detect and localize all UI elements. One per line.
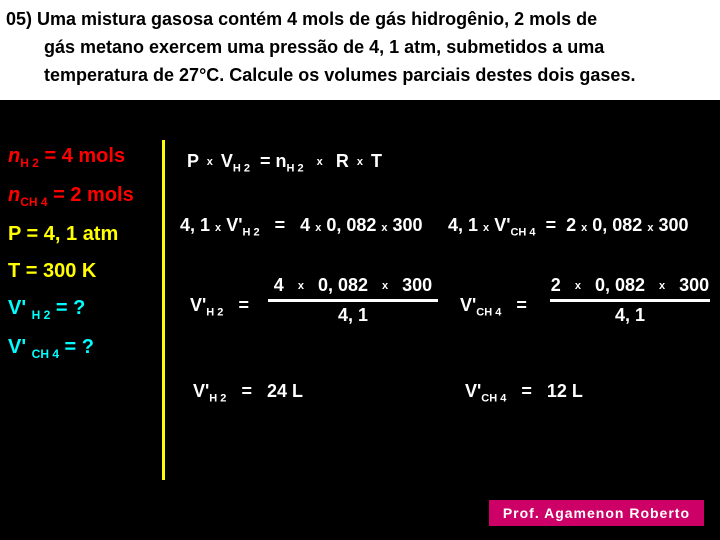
VCH4-sub: CH 4 [32,347,59,361]
given-P: P = 4, 1 atm [8,223,158,246]
VH2-sym: V' [8,297,32,319]
ar-sub: CH 4 [481,393,506,405]
val-41: 4, 1 [180,215,210,235]
given-nH2: nH 2 = 4 mols [8,145,158,170]
frac-left-den: 4, 1 [268,305,438,326]
problem-line-2: gás metano exercem uma pressão de 4, 1 a… [6,34,706,62]
fraction-left: 4 x 0, 082 x 300 4, 1 [268,275,438,326]
Vpr: V' [460,295,476,315]
nH2-sub: H 2 [20,156,39,170]
mul-icon: x [204,156,216,168]
mul-icon: x [581,222,587,234]
eq-H2: H 2 [233,163,250,175]
equals-icon: = [260,151,271,171]
n1: 4 [274,275,284,295]
equals-icon: = [516,295,527,315]
equals-icon: = [241,381,252,401]
fraction-right-lhs: V'CH 4 = [460,295,527,319]
eq-nH2: H 2 [287,163,304,175]
mul-icon: x [483,222,489,234]
rn2: 0, 082 [595,275,645,295]
Vp: V' [190,295,206,315]
n2: 0, 082 [318,275,368,295]
frac-right-num: 2 x 0, 082 x 300 [550,275,710,296]
ar-lhs: V' [465,381,481,401]
al-sub: H 2 [209,393,226,405]
given-T: T = 300 K [8,260,158,283]
answer-right: V'CH 4 = 12 L [458,378,590,408]
CH4s: CH 4 [476,307,501,319]
givens-panel: nH 2 = 4 mols nCH 4 = 2 mols P = 4, 1 at… [8,145,158,375]
mul-icon: x [647,222,653,234]
frac-bar [268,299,438,302]
eq-V: V [221,151,233,171]
substitution-left: 4, 1 x V'H 2 = 4 x 0, 082 x 300 [180,215,423,239]
mul-icon: x [294,280,308,292]
equals-icon: = [238,295,249,315]
problem-line-3: temperatura de 27°C. Calcule os volumes … [6,62,706,90]
n3: 300 [402,275,432,295]
val-41r: 4, 1 [448,215,478,235]
val-4: 4 [300,215,310,235]
val-Rr: 0, 082 [592,215,642,235]
eq-n: n [276,151,287,171]
nCH4-rhs: = 2 mols [53,184,134,206]
eq-P: P [187,151,199,171]
fraction-right: 2 x 0, 082 x 300 4, 1 [550,275,710,326]
frac-right-den: 4, 1 [550,305,710,326]
rn1: 2 [551,275,561,295]
mul-icon: x [378,280,392,292]
mul-icon3: x [354,156,366,168]
val-300: 300 [393,215,423,235]
answer-left: V'H 2 = 24 L [186,378,310,408]
H2-sub: H 2 [242,227,259,239]
nH2-rhs: = 4 mols [44,145,125,167]
VH2-sub: H 2 [32,308,51,322]
ar-val: 12 L [547,381,583,401]
author-badge: Prof. Agamenon Roberto [489,500,704,526]
rn3: 300 [679,275,709,295]
n-symbol: n [8,145,20,167]
divider-line [162,140,165,480]
problem-line-1: 05) Uma mistura gasosa contém 4 mols de … [6,6,706,34]
frac-left-num: 4 x 0, 082 x 300 [268,275,438,296]
mul-icon: x [655,280,669,292]
val-2: 2 [566,215,576,235]
given-VCH4: V' CH 4 = ? [8,336,158,361]
mul-icon: x [215,222,221,234]
given-VH2: V' H 2 = ? [8,297,158,322]
substitution-right: 4, 1 x V'CH 4 = 2 x 0, 082 x 300 [448,215,689,239]
VCH4-sym: V' [8,336,32,358]
frac-bar-r [550,299,710,302]
fraction-left-lhs: V'H 2 = [190,295,249,319]
al-val: 24 L [267,381,303,401]
mul-icon2: x [314,156,326,168]
val-R: 0, 082 [326,215,376,235]
H2s: H 2 [206,307,223,319]
nCH4-sub: CH 4 [20,195,47,209]
given-nCH4: nCH 4 = 2 mols [8,184,158,209]
equals-icon: = [546,215,557,235]
main-equation: P x VH 2 = nH 2 x R x T [180,148,389,178]
eq-T: T [371,151,382,171]
equals-icon: = [521,381,532,401]
al-lhs: V' [193,381,209,401]
T-value: T = 300 K [8,260,96,282]
mul-icon: x [571,280,585,292]
mul-icon: x [315,222,321,234]
Vprime-r: V' [494,215,510,235]
equals-icon: = [275,215,286,235]
mul-icon: x [381,222,387,234]
VCH4-rhs: = ? [59,336,94,358]
n-symbol2: n [8,184,20,206]
val-300r: 300 [658,215,688,235]
CH4-sub: CH 4 [510,227,535,239]
VH2-rhs: = ? [50,297,85,319]
Vprime: V' [226,215,242,235]
problem-statement: 05) Uma mistura gasosa contém 4 mols de … [0,0,720,100]
eq-R: R [336,151,349,171]
